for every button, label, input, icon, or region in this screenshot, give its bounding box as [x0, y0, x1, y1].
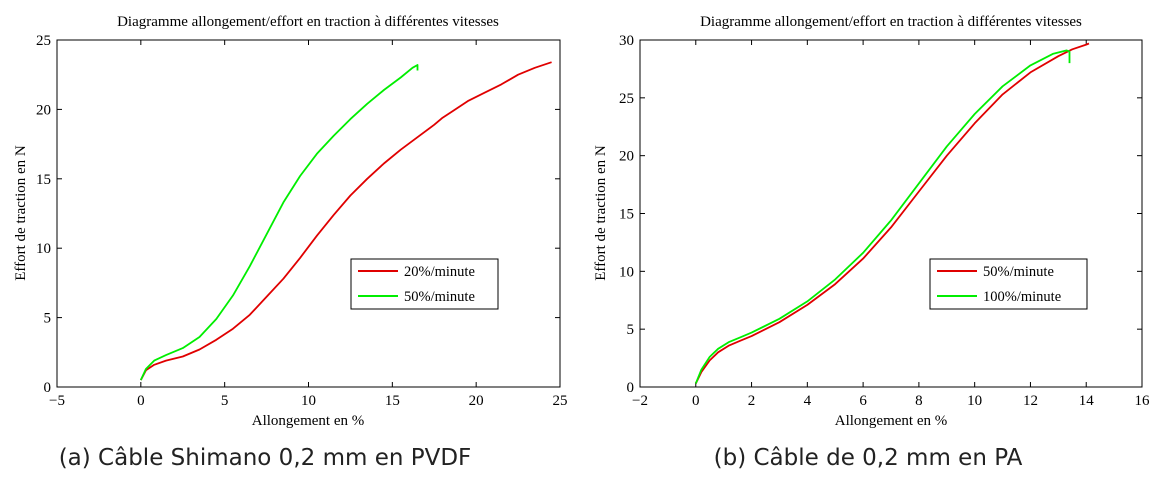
- chart-b-ylabel: Effort de traction en N: [593, 145, 609, 281]
- chart-a-ytick-label: 10: [36, 241, 51, 257]
- chart-b-ytick-label: 15: [619, 207, 634, 223]
- chart-b-xlabel: Allongement en %: [835, 413, 947, 429]
- chart-a-xtick-label: 25: [553, 393, 568, 409]
- chart-b-ytick-label: 20: [619, 149, 634, 165]
- chart-b-axes-frame: [639, 39, 1143, 388]
- chart-b-legend: 50%/minute 100%/minute: [929, 258, 1088, 310]
- chart-b-xtick-label: 4: [804, 393, 812, 409]
- chart-a-xtick-label: 15: [385, 393, 400, 409]
- chart-b-xtick-label: 14: [1079, 393, 1095, 409]
- chart-b: Diagramme allongement/effort en traction…: [593, 14, 1150, 471]
- chart-b-xtick-label: 6: [859, 393, 867, 409]
- chart-a-legend-label-1: 20%/minute: [404, 264, 475, 280]
- chart-a-series: [139, 61, 552, 381]
- chart-a-xtick-label: −5: [49, 393, 65, 409]
- chart-a-series-line-1: [140, 61, 552, 381]
- chart-a-legend-box: [350, 258, 499, 310]
- chart-a-ytick-label: 5: [44, 311, 52, 327]
- chart-a-ytick-label: 20: [36, 102, 51, 118]
- chart-a-xtick-label: 0: [137, 393, 145, 409]
- chart-b-ytick-label: 10: [619, 264, 634, 280]
- chart-a-xtick-label: 5: [221, 393, 229, 409]
- chart-b-ytick-label: 5: [627, 322, 635, 338]
- chart-a-xtick-label: 20: [469, 393, 484, 409]
- chart-b-ytick-label: 30: [619, 33, 634, 49]
- chart-b-xtick-label: 0: [692, 393, 700, 409]
- chart-a-legend-label-2: 50%/minute: [404, 289, 475, 305]
- chart-a-title: Diagramme allongement/effort en traction…: [117, 14, 499, 30]
- chart-b-legend-label-2: 100%/minute: [983, 289, 1061, 305]
- chart-b-ytick-label: 25: [619, 91, 634, 107]
- chart-b-xtick-label: 2: [748, 393, 756, 409]
- chart-a-ytick-label: 25: [36, 33, 51, 49]
- chart-a-legend: 20%/minute 50%/minute: [350, 258, 499, 310]
- chart-b-xtick-label: 12: [1023, 393, 1038, 409]
- chart-b-ytick-label: 0: [627, 380, 635, 396]
- chart-b-xtick-label: −2: [632, 393, 648, 409]
- chart-b-title: Diagramme allongement/effort en traction…: [700, 14, 1082, 30]
- chart-a: Diagramme allongement/effort en traction…: [13, 14, 568, 471]
- chart-a-ytick-label: 15: [36, 172, 51, 188]
- chart-b-legend-box: [929, 258, 1088, 310]
- chart-b-series: [694, 42, 1090, 384]
- chart-b-xtick-label: 16: [1135, 393, 1151, 409]
- chart-b-series-line-2: [694, 49, 1071, 384]
- chart-a-xlabel: Allongement en %: [252, 413, 364, 429]
- chart-b-legend-label-1: 50%/minute: [983, 264, 1054, 280]
- chart-b-xtick-label: 8: [915, 393, 923, 409]
- chart-b-xtick-label: 10: [967, 393, 982, 409]
- chart-a-series-line-2: [139, 64, 419, 381]
- chart-a-ylabel: Effort de traction en N: [13, 145, 29, 281]
- chart-a-ytick-label: 0: [44, 380, 52, 396]
- chart-b-series-line-1: [694, 42, 1090, 384]
- chart-a-caption: (a) Câble Shimano 0,2 mm en PVDF: [59, 445, 472, 471]
- chart-a-xtick-label: 10: [301, 393, 316, 409]
- chart-b-caption: (b) Câble de 0,2 mm en PA: [714, 445, 1023, 471]
